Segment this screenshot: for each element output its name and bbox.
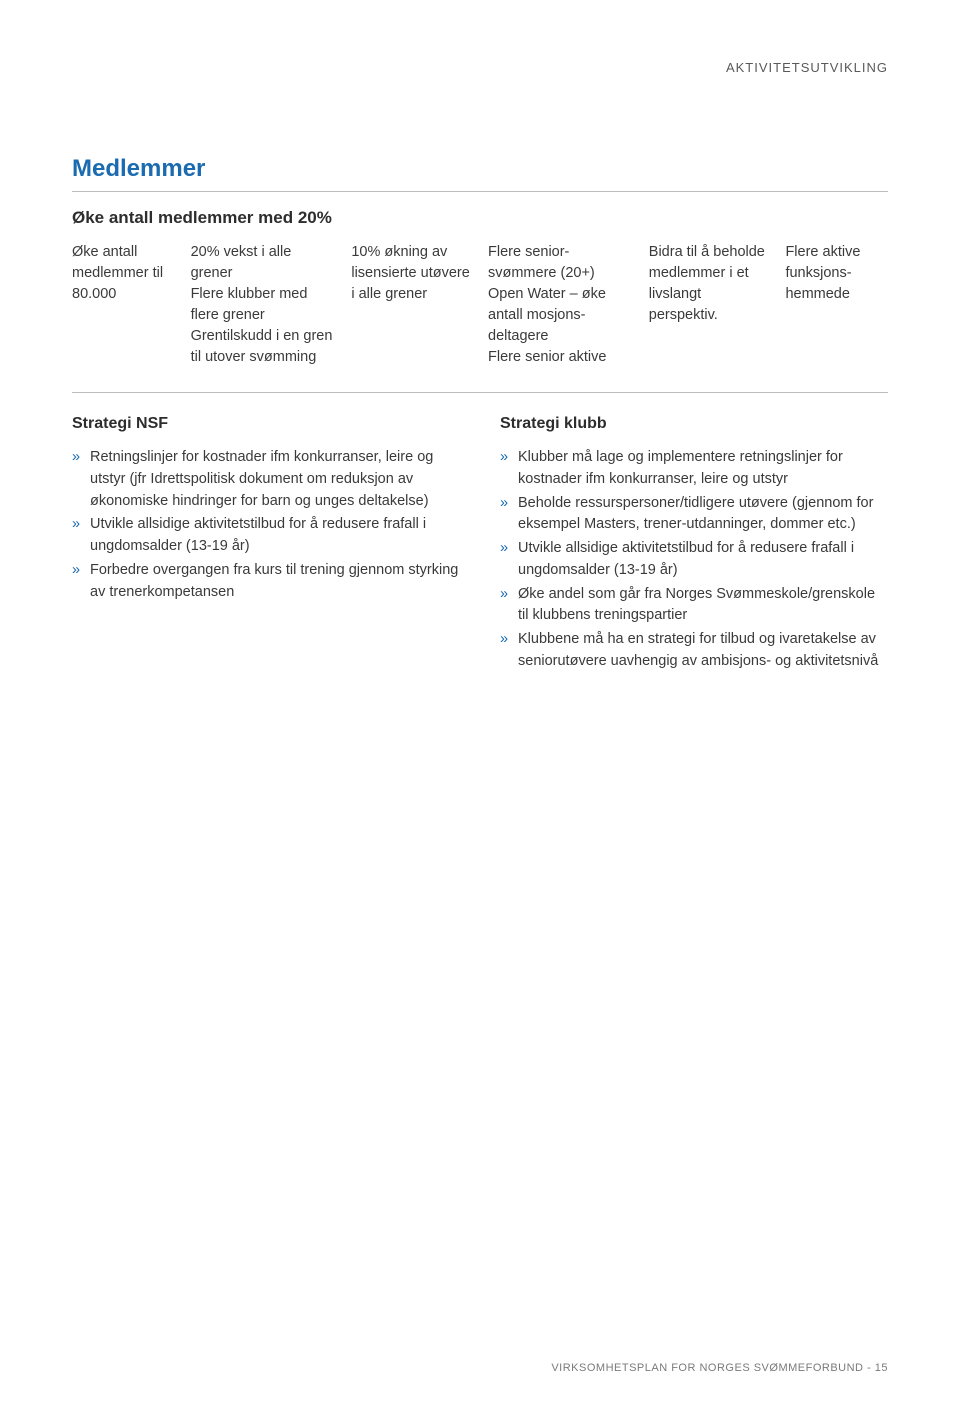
goal-col-4: Bidra til å beholde medlemmer i et livsl… [649, 242, 770, 368]
list-item: Retningslinjer for kostnader ifm konkurr… [72, 447, 460, 512]
strategy-nsf-list: Retningslinjer for kostnader ifm konkurr… [72, 447, 460, 603]
strategy-klubb-heading: Strategi klubb [500, 415, 888, 433]
page: AKTIVITETSUTVIKLING Medlemmer Øke antall… [0, 0, 960, 715]
goal-col-1: 20% vekst i alle grenerFlere klubber med… [191, 242, 336, 368]
goal-columns: Øke antall medlemmer til 80.000 20% veks… [72, 242, 888, 393]
strategy-nsf: Strategi NSF Retningslinjer for kostnade… [72, 415, 460, 675]
list-item: Beholde ressurspersoner/tidligere utøver… [500, 493, 888, 537]
strategy-klubb-list: Klubber må lage og implementere retnings… [500, 447, 888, 673]
header-category: AKTIVITETSUTVIKLING [72, 60, 888, 75]
section-title: Medlemmer [72, 155, 888, 192]
footer-text: VIRKSOMHETSPLAN FOR NORGES SVØMMEFORBUND… [551, 1362, 888, 1374]
goal-col-3: Flere senior-svømmere (20+)Open Water – … [488, 242, 633, 368]
list-item: Klubber må lage og implementere retnings… [500, 447, 888, 491]
goal-title: Øke antall medlemmer med 20% [72, 208, 888, 228]
strategies: Strategi NSF Retningslinjer for kostnade… [72, 415, 888, 675]
list-item: Utvikle allsidige aktivitetstilbud for å… [72, 514, 460, 558]
list-item: Øke andel som går fra Norges Svømmeskole… [500, 584, 888, 628]
strategy-klubb: Strategi klubb Klubber må lage og implem… [500, 415, 888, 675]
list-item: Utvikle allsidige aktivitetstilbud for å… [500, 538, 888, 582]
strategy-nsf-heading: Strategi NSF [72, 415, 460, 433]
list-item: Forbedre overgangen fra kurs til trening… [72, 560, 460, 604]
goal-col-0: Øke antall medlemmer til 80.000 [72, 242, 175, 368]
list-item: Klubbene må ha en strategi for tilbud og… [500, 629, 888, 673]
goal-col-5: Flere aktive funksjons-hemmede [785, 242, 888, 368]
goal-col-2: 10% økning av lisensierte utøvere i alle… [351, 242, 472, 368]
